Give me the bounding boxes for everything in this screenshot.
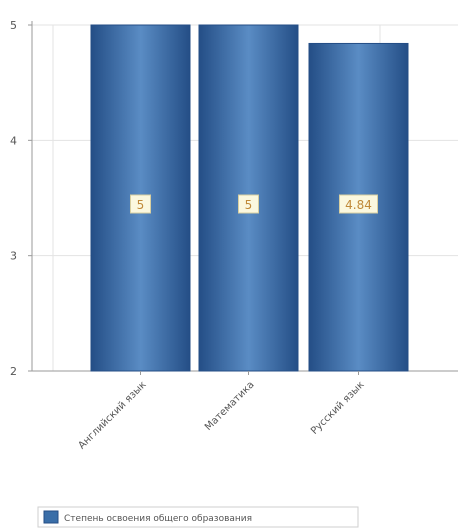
x-tick-label: Русский язык [309, 379, 367, 437]
legend-swatch [43, 510, 59, 524]
x-tick-label: Английский язык [76, 379, 148, 451]
legend-label: Степень освоения общего образования [64, 514, 252, 524]
data-label: 5 [245, 198, 253, 212]
data-label-box [238, 194, 259, 214]
x-tick-label: Математика [203, 379, 257, 433]
y-tick-label: 4 [10, 134, 17, 147]
data-label-box [130, 194, 151, 214]
y-tick-label: 3 [10, 250, 17, 263]
data-label-box [339, 194, 378, 214]
data-label: 5 [137, 198, 145, 212]
y-tick-label: 5 [10, 19, 17, 32]
y-tick-label: 2 [10, 365, 17, 378]
legend-box [37, 506, 359, 528]
data-label: 4.84 [345, 198, 372, 212]
